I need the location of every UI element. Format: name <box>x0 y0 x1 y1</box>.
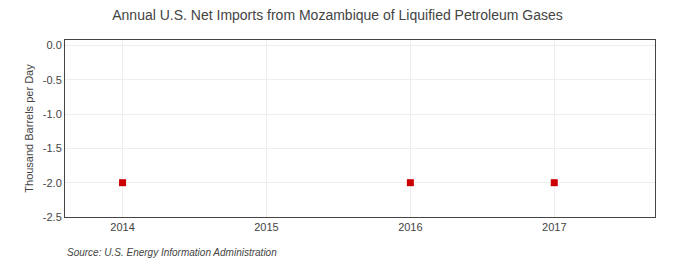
svg-text:2015: 2015 <box>254 221 278 233</box>
svg-text:2017: 2017 <box>542 221 566 233</box>
svg-text:2014: 2014 <box>110 221 134 233</box>
svg-text:-2.5: -2.5 <box>43 211 62 223</box>
svg-text:-1.5: -1.5 <box>43 142 62 154</box>
svg-text:-0.5: -0.5 <box>43 74 62 86</box>
svg-text:Source: U.S. Energy Informatio: Source: U.S. Energy Information Administ… <box>67 247 277 258</box>
svg-text:Thousand Barrels per Day: Thousand Barrels per Day <box>23 64 35 193</box>
svg-text:-1.0: -1.0 <box>43 108 62 120</box>
svg-text:2016: 2016 <box>398 221 422 233</box>
svg-text:0.0: 0.0 <box>47 39 62 51</box>
svg-text:Annual U.S. Net Imports from M: Annual U.S. Net Imports from Mozambique … <box>112 7 563 23</box>
svg-text:-2.0: -2.0 <box>43 177 62 189</box>
